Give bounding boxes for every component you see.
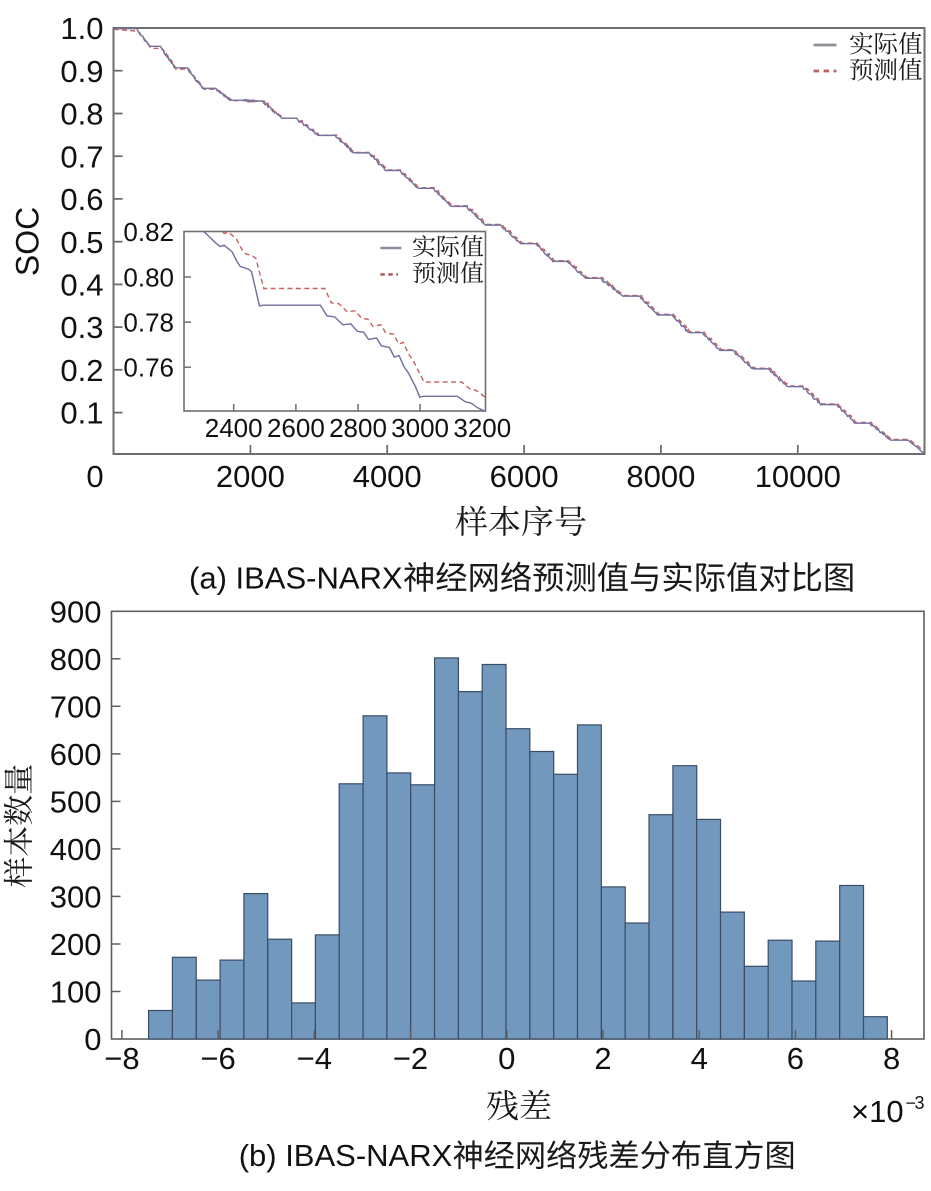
svg-text:3200: 3200 bbox=[453, 413, 511, 443]
svg-text:−3: −3 bbox=[906, 1093, 925, 1113]
svg-text:6000: 6000 bbox=[490, 459, 559, 494]
svg-text:−6: −6 bbox=[200, 1041, 235, 1076]
svg-text:0.8: 0.8 bbox=[60, 97, 103, 132]
svg-text:0.3: 0.3 bbox=[60, 310, 103, 345]
svg-text:(b) IBAS-NARX: (b) IBAS-NARX bbox=[239, 1138, 453, 1173]
svg-text:0.82: 0.82 bbox=[123, 217, 174, 247]
svg-text:−8: −8 bbox=[104, 1041, 139, 1076]
svg-text:0: 0 bbox=[498, 1041, 515, 1076]
svg-text:2000: 2000 bbox=[216, 459, 285, 494]
svg-text:0.78: 0.78 bbox=[123, 307, 174, 337]
svg-text:4000: 4000 bbox=[353, 459, 422, 494]
svg-text:2: 2 bbox=[594, 1041, 611, 1076]
svg-text:3000: 3000 bbox=[391, 413, 449, 443]
svg-text:500: 500 bbox=[50, 785, 102, 820]
svg-text:400: 400 bbox=[50, 832, 102, 867]
svg-text:4: 4 bbox=[691, 1041, 708, 1076]
svg-text:2800: 2800 bbox=[329, 413, 387, 443]
svg-text:0: 0 bbox=[86, 459, 103, 494]
svg-text:600: 600 bbox=[50, 737, 102, 772]
svg-text:0.76: 0.76 bbox=[123, 353, 174, 383]
svg-text:800: 800 bbox=[50, 642, 102, 677]
svg-text:6: 6 bbox=[787, 1041, 804, 1076]
svg-text:100: 100 bbox=[50, 975, 102, 1010]
svg-text:−4: −4 bbox=[297, 1041, 332, 1076]
svg-text:(a) IBAS-NARX: (a) IBAS-NARX bbox=[189, 561, 403, 596]
svg-text:0.80: 0.80 bbox=[123, 262, 174, 292]
svg-text:900: 900 bbox=[50, 594, 102, 629]
svg-text:700: 700 bbox=[50, 689, 102, 724]
svg-text:0.7: 0.7 bbox=[60, 139, 103, 174]
svg-text:0: 0 bbox=[84, 1022, 101, 1057]
svg-text:×10: ×10 bbox=[851, 1094, 904, 1129]
svg-text:0.9: 0.9 bbox=[60, 54, 103, 89]
svg-text:300: 300 bbox=[50, 880, 102, 915]
svg-text:1.0: 1.0 bbox=[60, 11, 103, 46]
svg-text:0.6: 0.6 bbox=[60, 182, 103, 217]
svg-text:8000: 8000 bbox=[626, 459, 695, 494]
svg-text:0.1: 0.1 bbox=[60, 396, 103, 431]
svg-text:10000: 10000 bbox=[755, 459, 841, 494]
svg-text:2600: 2600 bbox=[267, 413, 325, 443]
svg-text:8: 8 bbox=[883, 1041, 900, 1076]
svg-text:2400: 2400 bbox=[205, 413, 263, 443]
svg-text:0.2: 0.2 bbox=[60, 353, 103, 388]
svg-text:200: 200 bbox=[50, 927, 102, 962]
svg-text:SOC: SOC bbox=[9, 207, 45, 276]
svg-text:0.5: 0.5 bbox=[60, 225, 103, 260]
svg-text:0.4: 0.4 bbox=[60, 268, 103, 303]
svg-text:−2: −2 bbox=[393, 1041, 428, 1076]
